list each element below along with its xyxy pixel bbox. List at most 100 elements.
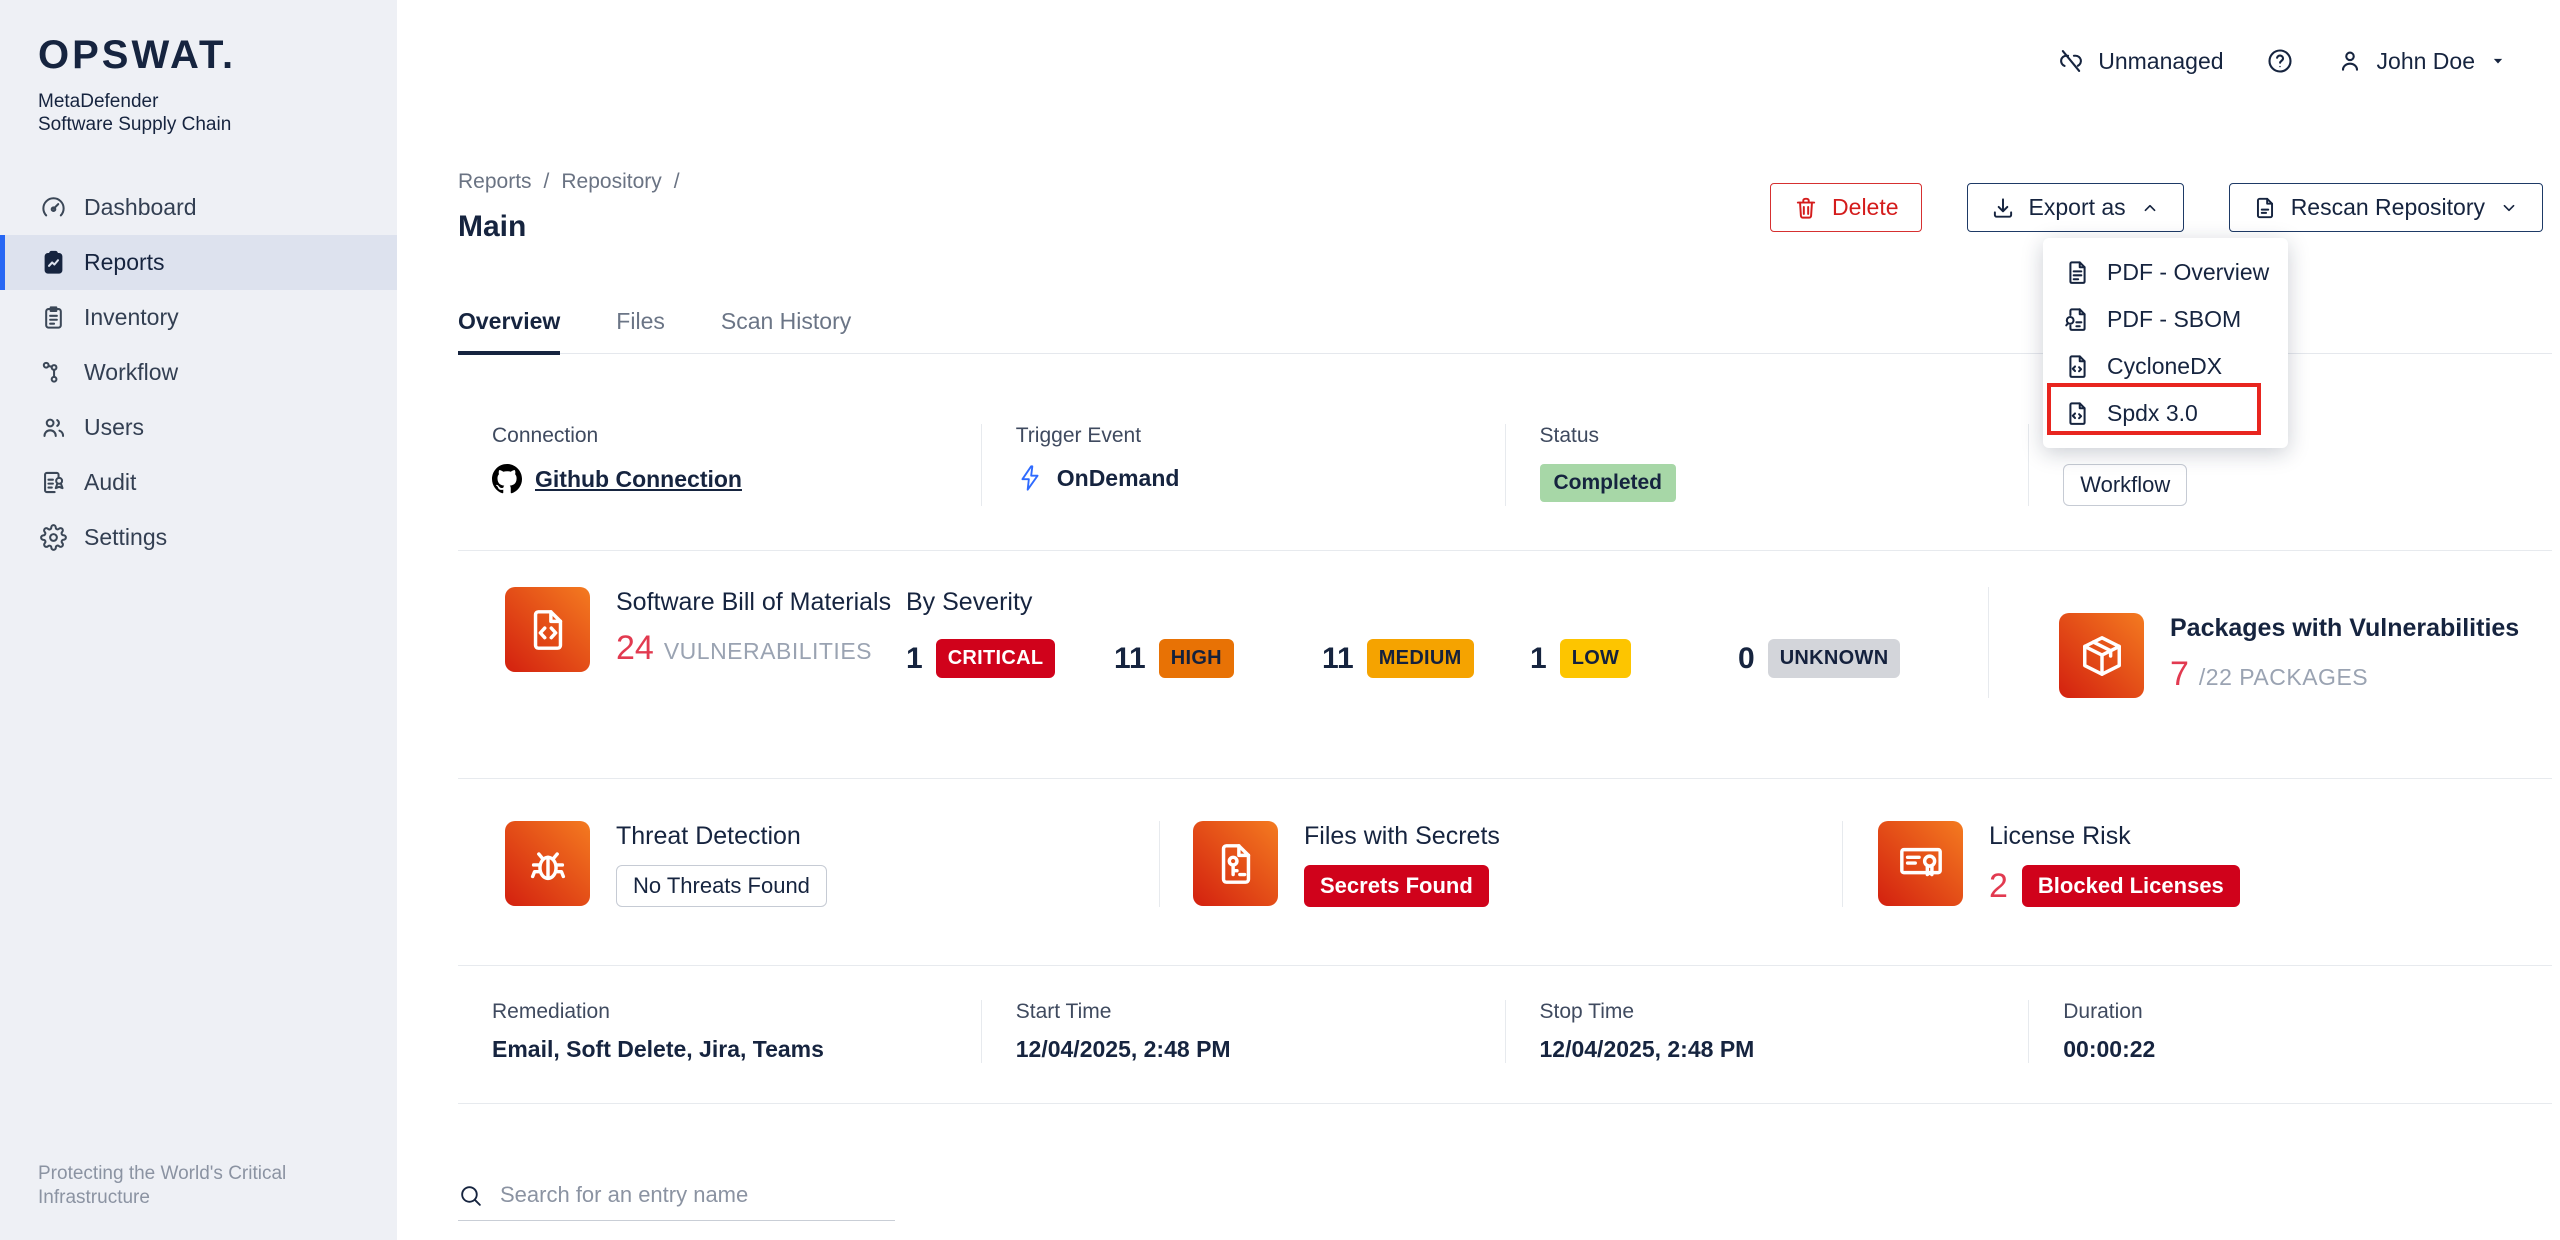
threat-title: Threat Detection xyxy=(616,822,801,850)
delete-label: Delete xyxy=(1832,194,1899,220)
tab-overview[interactable]: Overview xyxy=(458,307,561,355)
breadcrumb: Reports / Repository / xyxy=(458,170,2552,194)
sidebar-item-dashboard[interactable]: Dashboard xyxy=(0,180,397,235)
chevron-up-icon xyxy=(2144,204,2156,211)
sbom-card: Software Bill of Materials 24 VULNERABIL… xyxy=(458,587,906,698)
audit-document-icon xyxy=(44,471,64,494)
license-count: 2 xyxy=(1989,866,2008,905)
files-with-secrets-card: Files with Secrets Secrets Found xyxy=(1160,821,1843,907)
delete-button[interactable]: Delete xyxy=(1770,183,1922,232)
severity-count: 0 xyxy=(1738,641,1755,675)
connection-column: Connection Github Connection xyxy=(458,424,981,506)
duration-value: 00:00:22 xyxy=(2063,1036,2156,1062)
start-time-column: Start Time 12/04/2025, 2:48 PM xyxy=(980,1000,1505,1063)
license-title: License Risk xyxy=(1989,822,2131,850)
top-header: Unmanaged John Doe xyxy=(458,0,2552,122)
sidebar-item-label: Inventory xyxy=(84,304,179,330)
connection-label: Connection xyxy=(492,424,599,447)
bug-icon xyxy=(530,851,565,880)
report-clipboard-icon xyxy=(44,250,63,274)
breadcrumb-reports[interactable]: Reports xyxy=(458,170,532,193)
certificate-icon xyxy=(1899,847,1942,876)
export-option-pdf-overview[interactable]: PDF - Overview xyxy=(2043,249,2288,296)
unmanaged-menu[interactable]: Unmanaged xyxy=(2057,47,2224,75)
duration-column: Duration 00:00:22 xyxy=(2028,1000,2552,1063)
brand-block: OPSWAT. MetaDefender Software Supply Cha… xyxy=(0,33,397,136)
severity-high: 11 HIGH xyxy=(1114,639,1322,678)
remediation-label: Remediation xyxy=(492,1000,610,1023)
export-option-cyclonedx[interactable]: CycloneDX xyxy=(2043,343,2288,390)
severity-unknown: 0 UNKNOWN xyxy=(1738,639,1946,678)
file-search-icon xyxy=(2065,308,2086,331)
sbom-count-unit: VULNERABILITIES xyxy=(663,638,873,664)
severity-title: By Severity xyxy=(906,588,1033,616)
users-icon xyxy=(43,418,65,437)
sidebar-item-audit[interactable]: Audit xyxy=(0,455,397,510)
packages-count: 7 xyxy=(2170,655,2189,693)
sidebar-item-reports[interactable]: Reports xyxy=(0,235,397,290)
rescan-repository-button[interactable]: Rescan Repository xyxy=(2228,183,2543,232)
threat-tile xyxy=(505,821,590,906)
duration-label: Duration xyxy=(2063,1000,2143,1023)
export-option-pdf-sbom[interactable]: PDF - SBOM xyxy=(2043,296,2288,343)
github-connection-link[interactable]: Github Connection xyxy=(535,465,742,492)
download-icon xyxy=(1993,197,2012,218)
export-menu: PDF - Overview PDF - SBOM CycloneDX Spdx… xyxy=(2043,238,2288,448)
stop-time-label: Stop Time xyxy=(1539,1000,1635,1023)
sidebar-item-inventory[interactable]: Inventory xyxy=(0,290,397,345)
status-badge: Completed xyxy=(1539,464,1677,502)
product-line-2: Software Supply Chain xyxy=(38,114,232,135)
tab-files[interactable]: Files xyxy=(616,308,665,334)
severity-critical: 1 CRITICAL xyxy=(906,639,1114,678)
sidebar-item-label: Dashboard xyxy=(84,194,197,220)
page-title: Main xyxy=(458,210,527,243)
tab-scan-history[interactable]: Scan History xyxy=(720,308,852,334)
summary-row-vulnerabilities: Software Bill of Materials 24 VULNERABIL… xyxy=(458,551,2552,779)
export-option-spdx-3-0[interactable]: Spdx 3.0 xyxy=(2043,390,2288,437)
severity-medium: 11 MEDIUM xyxy=(1322,639,1530,678)
sidebar-item-workflow[interactable]: Workflow xyxy=(0,345,397,400)
start-time-label: Start Time xyxy=(1015,1000,1112,1023)
file-lines-icon xyxy=(2069,261,2086,284)
github-icon xyxy=(492,464,522,494)
file-code-icon xyxy=(2069,355,2086,378)
sbom-document-icon xyxy=(533,609,562,650)
secrets-found-badge: Secrets Found xyxy=(1304,865,1489,907)
remediation-column: Remediation Email, Soft Delete, Jira, Te… xyxy=(458,1000,981,1063)
search-icon xyxy=(461,1185,481,1206)
file-code-icon xyxy=(2069,402,2086,425)
help-button[interactable] xyxy=(2266,47,2294,75)
status-label: Status xyxy=(1539,424,1600,447)
search-input[interactable] xyxy=(500,1182,895,1208)
user-menu[interactable]: John Doe xyxy=(2336,47,2508,75)
severity-count: 1 xyxy=(906,641,923,675)
workflow-chip[interactable]: Workflow xyxy=(2063,464,2188,506)
package-box-icon xyxy=(2082,635,2121,676)
user-icon xyxy=(2341,51,2358,71)
start-time-value: 12/04/2025, 2:48 PM xyxy=(1015,1036,1231,1062)
breadcrumb-separator: / xyxy=(673,170,680,193)
main-area: Unmanaged John Doe Reports / Repository … xyxy=(397,0,2560,1240)
entry-search xyxy=(458,1182,895,1221)
chevron-down-icon xyxy=(2493,58,2503,64)
status-column: Status Completed xyxy=(1504,424,2029,506)
sidebar-item-users[interactable]: Users xyxy=(0,400,397,455)
sidebar-item-label: Settings xyxy=(84,524,168,550)
stop-time-column: Stop Time 12/04/2025, 2:48 PM xyxy=(1504,1000,2029,1063)
product-name: MetaDefender Software Supply Chain xyxy=(38,90,397,136)
export-option-label: PDF - Overview xyxy=(2107,259,2270,285)
breadcrumb-repository[interactable]: Repository xyxy=(561,170,662,193)
remediation-value: Email, Soft Delete, Jira, Teams xyxy=(492,1036,824,1062)
export-as-button[interactable]: Export as xyxy=(1966,183,2184,232)
license-tile xyxy=(1878,821,1963,906)
sidebar-menu: Dashboard Reports Inventory Workflow Use… xyxy=(0,180,397,565)
export-option-label: Spdx 3.0 xyxy=(2107,400,2198,426)
opswat-logo: OPSWAT. xyxy=(38,33,237,77)
sbom-title: Software Bill of Materials xyxy=(616,588,892,616)
severity-badge-low: LOW xyxy=(1559,639,1632,678)
export-option-label: PDF - SBOM xyxy=(2107,306,2242,332)
sidebar-item-settings[interactable]: Settings xyxy=(0,510,397,565)
secrets-file-icon xyxy=(1221,843,1250,884)
packages-tile xyxy=(2059,613,2144,698)
